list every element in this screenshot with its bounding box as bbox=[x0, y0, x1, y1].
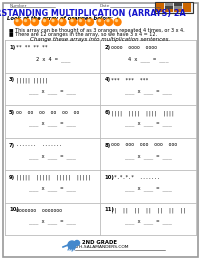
Text: MATH-SALAMANDERS.COM: MATH-SALAMANDERS.COM bbox=[70, 245, 129, 249]
Text: ooooooo  ooooooo: ooooooo ooooooo bbox=[16, 207, 62, 212]
Text: UNDERSTANDING MULTIPLICATION (ARRAYS) 2A: UNDERSTANDING MULTIPLICATION (ARRAYS) 2A bbox=[0, 9, 185, 18]
FancyBboxPatch shape bbox=[164, 6, 172, 9]
Circle shape bbox=[23, 18, 30, 25]
Text: 4 x ___ = ___: 4 x ___ = ___ bbox=[127, 56, 168, 62]
Text: 9): 9) bbox=[9, 175, 15, 180]
Text: ||||  ||||  ||||  ||||: |||| |||| |||| |||| bbox=[111, 110, 174, 115]
Circle shape bbox=[69, 18, 76, 25]
Text: 5): 5) bbox=[9, 110, 15, 115]
FancyBboxPatch shape bbox=[173, 3, 181, 6]
Circle shape bbox=[79, 20, 81, 22]
Text: 4): 4) bbox=[104, 77, 110, 82]
Text: 10): 10) bbox=[104, 175, 114, 180]
Text: Number: Number bbox=[10, 4, 27, 8]
FancyBboxPatch shape bbox=[154, 2, 192, 13]
Text: 1): 1) bbox=[9, 45, 15, 50]
Text: ___ x ___ = ___: ___ x ___ = ___ bbox=[124, 121, 171, 126]
Text: ___ x ___ = ___: ___ x ___ = ___ bbox=[29, 89, 76, 94]
Text: ■ There are 12 oranges in the array, so we have 3 x 4 = 12.: ■ There are 12 oranges in the array, so … bbox=[9, 32, 156, 37]
Text: Look at the array of oranges below:: Look at the array of oranges below: bbox=[7, 16, 112, 21]
Circle shape bbox=[31, 18, 38, 25]
Circle shape bbox=[68, 241, 76, 249]
FancyBboxPatch shape bbox=[182, 6, 190, 9]
Circle shape bbox=[88, 20, 90, 22]
Circle shape bbox=[14, 18, 21, 25]
FancyBboxPatch shape bbox=[155, 6, 163, 9]
Text: oo  oo  oo  oo  oo  oo: oo oo oo oo oo oo bbox=[16, 110, 79, 115]
Circle shape bbox=[16, 20, 18, 22]
FancyBboxPatch shape bbox=[173, 9, 181, 12]
FancyBboxPatch shape bbox=[173, 6, 181, 9]
FancyBboxPatch shape bbox=[164, 3, 172, 6]
Text: ooo  ooo  ooo  ooo  ooo: ooo ooo ooo ooo ooo bbox=[111, 142, 177, 147]
Circle shape bbox=[50, 18, 57, 25]
Circle shape bbox=[113, 18, 120, 25]
Text: |||||  |||||  |||||  |||||: ||||| ||||| ||||| ||||| bbox=[16, 175, 90, 180]
FancyBboxPatch shape bbox=[155, 3, 163, 6]
Circle shape bbox=[59, 18, 66, 25]
Text: .......  .......: ....... ....... bbox=[16, 142, 62, 147]
Text: ■ This array can be thought of as 3 oranges repeated 4 times, or 3 x 4.: ■ This array can be thought of as 3 oran… bbox=[9, 28, 184, 33]
Circle shape bbox=[105, 18, 112, 25]
Text: ___ x ___ = ___: ___ x ___ = ___ bbox=[124, 89, 171, 94]
Text: ___ x ___ = ___: ___ x ___ = ___ bbox=[124, 154, 171, 159]
Circle shape bbox=[97, 18, 103, 25]
Circle shape bbox=[42, 18, 49, 25]
Text: ||  ||  ||  ||  ||  ||  ||: || || || || || || || bbox=[111, 207, 185, 213]
FancyBboxPatch shape bbox=[182, 3, 190, 6]
Circle shape bbox=[74, 240, 79, 245]
Text: Date: Date bbox=[100, 4, 110, 8]
Text: ** ** ** **: ** ** ** ** bbox=[16, 45, 47, 50]
Circle shape bbox=[106, 20, 108, 22]
FancyBboxPatch shape bbox=[182, 9, 190, 12]
Text: ___ x ___ = ___: ___ x ___ = ___ bbox=[29, 186, 76, 191]
Text: 2ND GRADE: 2ND GRADE bbox=[82, 239, 117, 244]
Text: ___ x ___ = ___: ___ x ___ = ___ bbox=[29, 154, 76, 159]
Circle shape bbox=[71, 20, 73, 22]
Text: 11): 11) bbox=[104, 207, 114, 212]
Text: 6): 6) bbox=[104, 110, 110, 115]
Text: 7): 7) bbox=[9, 142, 15, 147]
FancyBboxPatch shape bbox=[155, 9, 163, 12]
Circle shape bbox=[98, 20, 100, 22]
Text: .*.*.*.*  .......: .*.*.*.* ....... bbox=[111, 175, 160, 180]
Text: 2): 2) bbox=[104, 45, 110, 50]
Text: 3): 3) bbox=[9, 77, 15, 82]
Text: 2 x 4 = ___: 2 x 4 = ___ bbox=[35, 56, 70, 62]
Text: 8): 8) bbox=[104, 142, 110, 147]
Text: ___ x ___ = ___: ___ x ___ = ___ bbox=[29, 219, 76, 224]
Circle shape bbox=[86, 18, 93, 25]
FancyBboxPatch shape bbox=[3, 3, 197, 257]
Text: oooo  oooo  oooo: oooo oooo oooo bbox=[111, 45, 157, 50]
Circle shape bbox=[52, 20, 54, 22]
Text: ***  ***  ***: *** *** *** bbox=[111, 77, 148, 82]
Text: ___ x ___ = ___: ___ x ___ = ___ bbox=[29, 121, 76, 126]
Text: 10): 10) bbox=[9, 207, 19, 212]
Circle shape bbox=[33, 20, 35, 22]
Circle shape bbox=[43, 20, 45, 22]
Text: ___ x ___ = ___: ___ x ___ = ___ bbox=[124, 219, 171, 224]
Circle shape bbox=[78, 18, 85, 25]
Circle shape bbox=[24, 20, 26, 22]
FancyBboxPatch shape bbox=[164, 9, 172, 12]
Text: Change these arrays into multiplication sentences.: Change these arrays into multiplication … bbox=[30, 37, 169, 42]
Circle shape bbox=[115, 20, 117, 22]
Text: ||||| |||||: ||||| ||||| bbox=[16, 77, 47, 83]
Circle shape bbox=[60, 20, 62, 22]
Text: ___ x ___ = ___: ___ x ___ = ___ bbox=[124, 186, 171, 191]
